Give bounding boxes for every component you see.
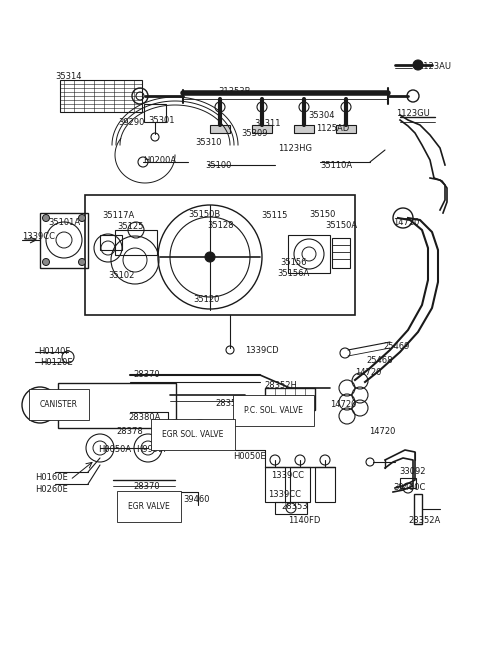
Bar: [40, 213, 88, 268]
Circle shape: [43, 259, 49, 265]
Text: 35115: 35115: [261, 211, 288, 220]
Bar: [414, 494, 422, 524]
Bar: [210, 125, 230, 133]
Circle shape: [413, 60, 423, 70]
Text: 35102: 35102: [108, 271, 134, 280]
Text: 14720: 14720: [369, 427, 396, 436]
Text: 35156A: 35156A: [277, 269, 309, 278]
Text: 35150A: 35150A: [325, 221, 357, 230]
Text: 1339CC: 1339CC: [271, 471, 304, 480]
Circle shape: [79, 259, 85, 265]
Text: 25468: 25468: [366, 356, 393, 365]
Text: 1125AD: 1125AD: [316, 124, 349, 133]
Text: 25469: 25469: [383, 342, 409, 351]
Text: H0050A: H0050A: [98, 445, 131, 454]
Bar: [315, 467, 335, 502]
Text: P.C. SOL. VALVE: P.C. SOL. VALVE: [244, 406, 303, 415]
Text: 1339CD: 1339CD: [245, 346, 278, 355]
Text: 1123HG: 1123HG: [278, 144, 312, 153]
Bar: [336, 125, 356, 133]
Bar: [265, 388, 315, 410]
Bar: [58, 383, 176, 428]
Text: H0050E: H0050E: [233, 452, 265, 461]
Text: H0120E: H0120E: [40, 358, 72, 367]
Text: 28380A: 28380A: [128, 413, 160, 422]
Bar: [85, 195, 355, 315]
Text: 1123AU: 1123AU: [418, 62, 451, 71]
Text: 35311: 35311: [254, 119, 280, 128]
Text: 33092: 33092: [399, 467, 425, 476]
Text: 35101A: 35101A: [48, 218, 80, 227]
Text: 1140FD: 1140FD: [288, 516, 320, 525]
Bar: [290, 467, 310, 502]
Text: H0200A: H0200A: [143, 156, 176, 165]
Text: EGR SOL. VALVE: EGR SOL. VALVE: [162, 430, 223, 439]
Text: 28370: 28370: [133, 370, 160, 379]
Circle shape: [43, 214, 49, 221]
Bar: [252, 125, 272, 133]
Text: 35309: 35309: [241, 129, 267, 138]
Text: 1339CC: 1339CC: [22, 232, 55, 241]
Bar: [60, 80, 142, 112]
Bar: [332, 238, 350, 268]
Text: 35110A: 35110A: [320, 161, 352, 170]
Bar: [294, 125, 314, 133]
Text: 39460: 39460: [183, 495, 209, 504]
Text: 28352: 28352: [40, 393, 67, 402]
Circle shape: [205, 252, 215, 262]
Bar: [288, 235, 330, 273]
Text: H0160E: H0160E: [35, 473, 68, 482]
Text: 35117A: 35117A: [102, 211, 134, 220]
Text: H0260E: H0260E: [35, 485, 68, 494]
Text: 28352G: 28352G: [215, 399, 248, 408]
Text: 35304: 35304: [308, 111, 335, 120]
Bar: [265, 467, 285, 502]
Text: 35301: 35301: [148, 116, 175, 125]
Text: 35120: 35120: [193, 295, 219, 304]
Text: 35156: 35156: [280, 258, 307, 267]
Text: 35100: 35100: [205, 161, 231, 170]
Text: 35150: 35150: [309, 210, 336, 219]
Text: H0140F: H0140F: [38, 347, 70, 356]
Text: 28378: 28378: [116, 427, 143, 436]
Text: H9999F: H9999F: [136, 445, 168, 454]
Bar: [115, 230, 157, 255]
Text: 35125: 35125: [117, 222, 144, 231]
Text: CANISTER: CANISTER: [40, 400, 78, 409]
Text: 35128: 35128: [207, 221, 233, 230]
Text: 31353B: 31353B: [218, 87, 251, 96]
Text: 35150B: 35150B: [188, 210, 220, 219]
Text: 28352A: 28352A: [408, 516, 440, 525]
Text: EGR VALVE: EGR VALVE: [128, 502, 170, 511]
Text: 28353: 28353: [281, 502, 308, 511]
Bar: [158, 422, 230, 442]
Text: 14720: 14720: [355, 368, 382, 377]
Text: 39460C: 39460C: [393, 483, 425, 492]
Text: 14720: 14720: [330, 400, 356, 409]
Text: 1339CC: 1339CC: [268, 490, 301, 499]
Text: 1123GU: 1123GU: [396, 109, 430, 118]
Text: 35314: 35314: [55, 72, 82, 81]
Bar: [400, 478, 416, 488]
Circle shape: [79, 214, 85, 221]
Text: 28370: 28370: [133, 482, 160, 491]
Text: 14720: 14720: [393, 218, 420, 227]
Text: 39290: 39290: [118, 118, 144, 127]
Bar: [275, 502, 307, 514]
Text: 28384E: 28384E: [143, 495, 175, 504]
Bar: [100, 235, 122, 250]
Bar: [144, 104, 166, 122]
Text: 35310: 35310: [195, 138, 221, 147]
Text: 28352H: 28352H: [264, 381, 297, 390]
